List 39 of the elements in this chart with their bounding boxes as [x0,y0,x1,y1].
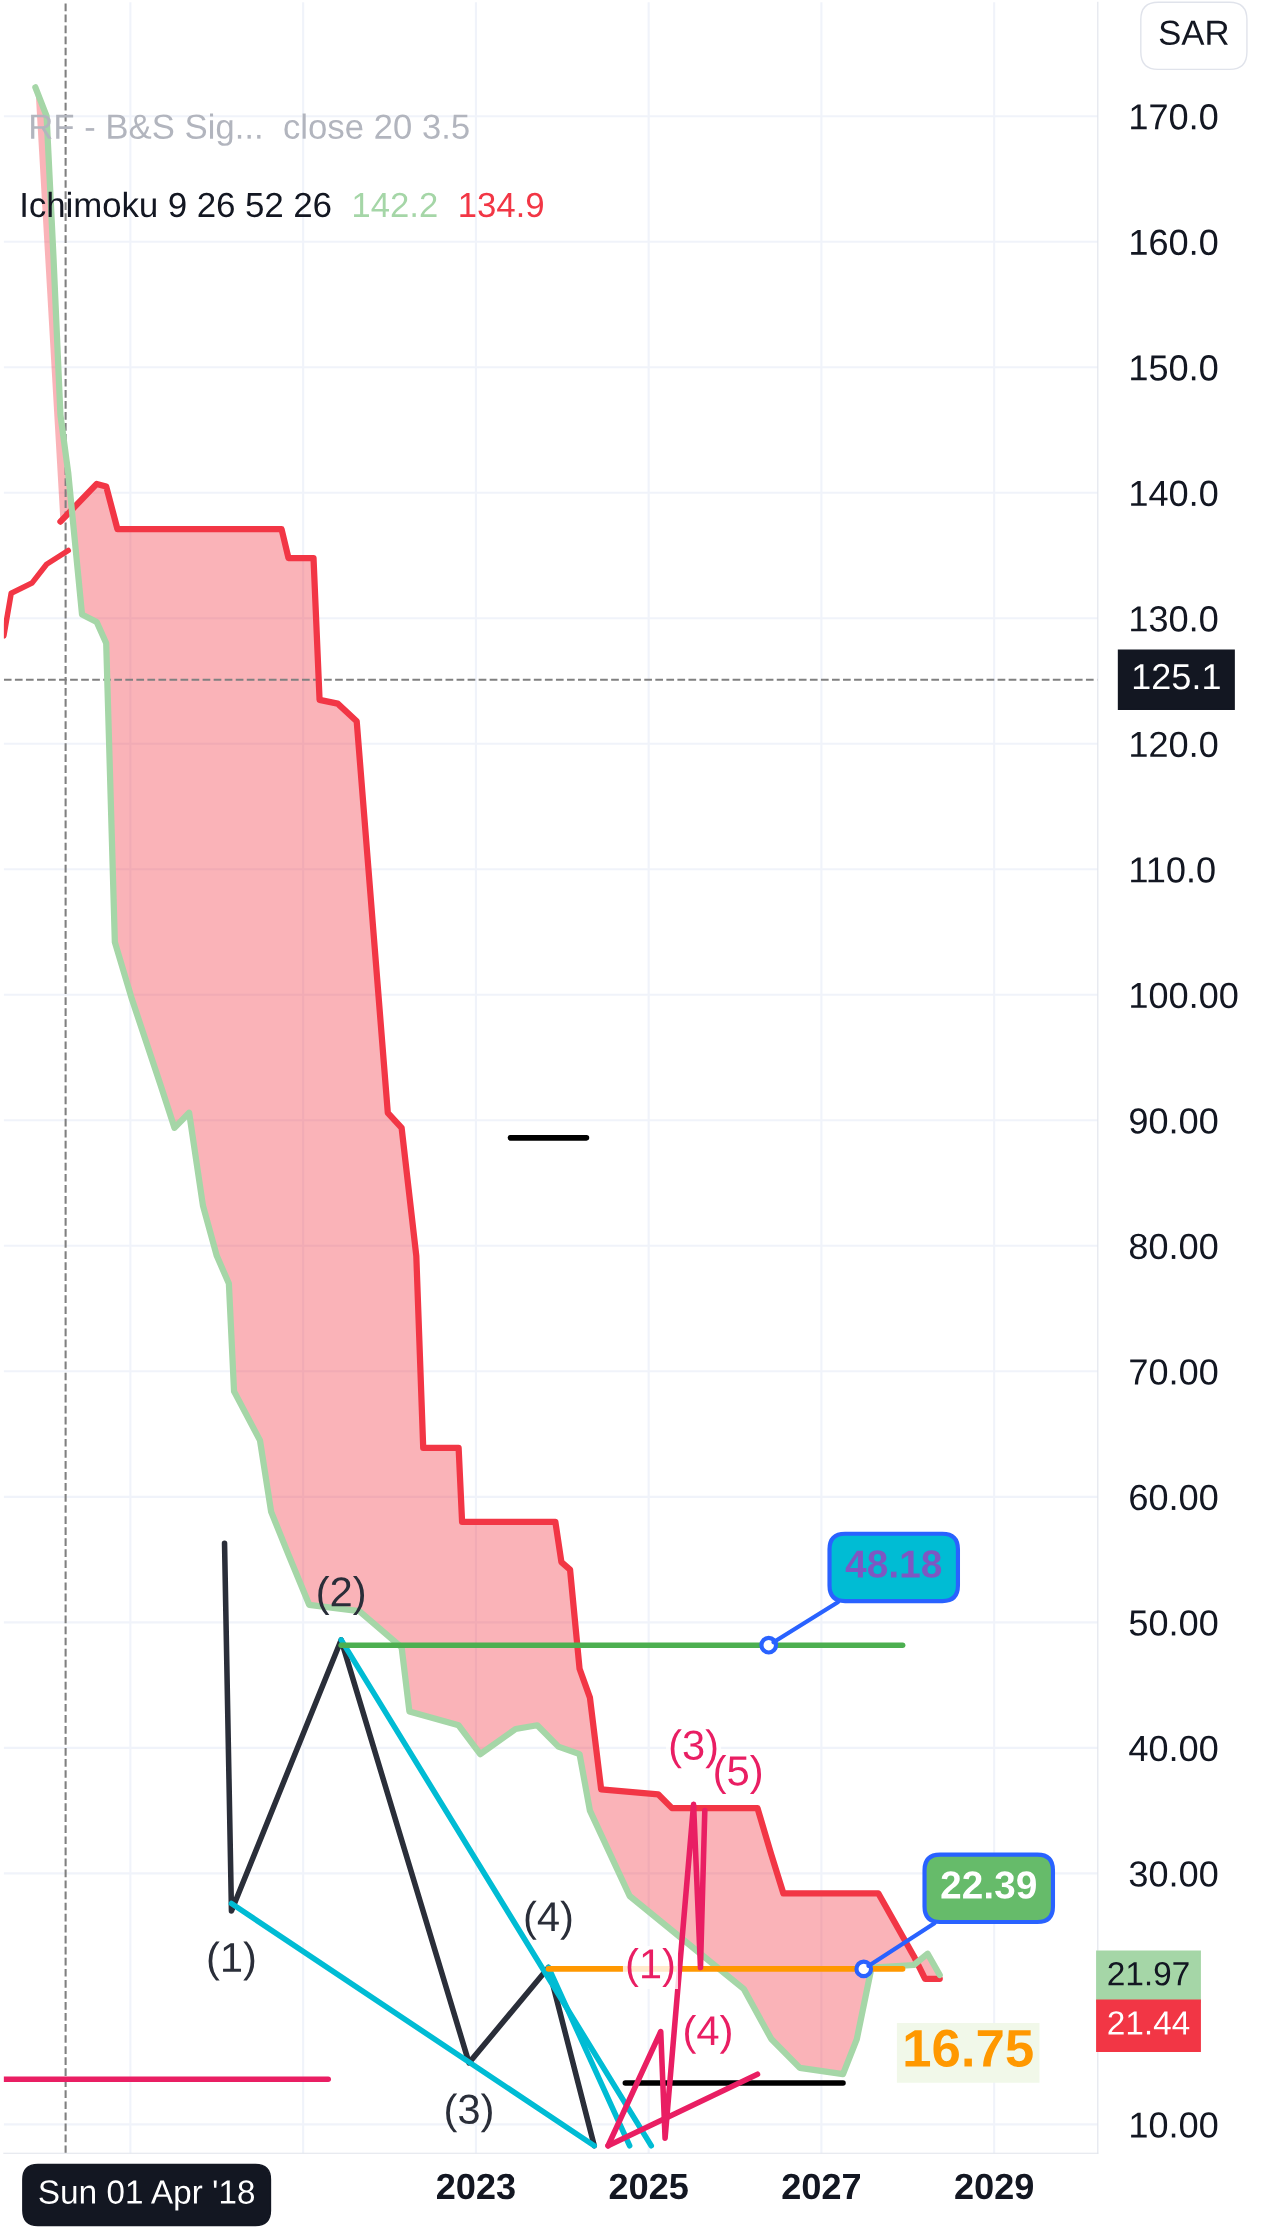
y-tick-label: 150.0 [1131,355,1218,381]
y-tick-label: 60.00 [1130,1484,1218,1511]
y-tick-label: 30.00 [1129,1861,1218,1887]
text: 21.44 [1108,2011,1190,2035]
y-tick-label: 80.00 [1129,1233,1218,1260]
annotation: 16.75 [905,2029,1033,2067]
y-tick-label: 40.00 [1129,1735,1218,1762]
annotation: (1) [208,1941,255,1981]
ref-line-label: Sun 01 Apr '18 [39,2180,255,2211]
y-tick-label: 110.0 [1131,857,1215,883]
y-tick-label: 160.0 [1131,229,1218,256]
y-tick-label: 70.00 [1130,1359,1218,1385]
annotation: (2) [318,1576,365,1615]
annotation: Ichimoku 9 26 52 26 [22,191,331,218]
text: SAR [1159,20,1228,46]
annotation: 22.39 [941,1871,1036,1899]
text: 21.97 [1108,1961,1189,1986]
y-tick-label: 100.00 [1131,982,1238,1009]
x-tick-label: 2025 [609,2173,688,2200]
y-tick-label: 90.00 [1130,1108,1218,1134]
annotation: 48.18 [845,1550,942,1578]
x-tick-label: 2029 [955,2173,1033,2200]
x-tick-label: 2027 [782,2173,860,2200]
annotation: (1) [627,1948,674,1987]
annotation: (4) [525,1900,572,1940]
y-tick-label: 120.0 [1131,731,1218,758]
annotation: (3) [670,1729,717,1769]
annotation: (4) [685,2014,731,2054]
ref-line-label: 125.1 [1133,663,1220,690]
y-tick-label: 130.0 [1131,606,1218,632]
annotation: (5) [715,1755,762,1794]
y-tick-label: 50.00 [1129,1610,1218,1636]
annotation: 142.2 [354,192,437,217]
x-tick-label: 2023 [436,2173,515,2200]
y-tick-label: 140.0 [1131,480,1218,507]
annotation: (3) [446,2093,492,2133]
annotation: 134.9 [460,192,543,218]
y-tick-label: 170.0 [1131,104,1218,130]
y-tick-label: 10.00 [1131,2112,1218,2138]
